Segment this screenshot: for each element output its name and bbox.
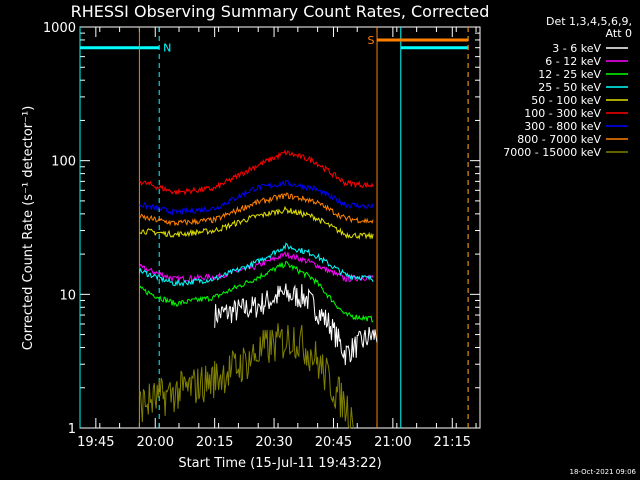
legend-label: 3 - 6 keV bbox=[552, 42, 601, 55]
y-tick-label: 1 bbox=[68, 422, 76, 437]
series-line bbox=[138, 192, 374, 227]
x-tick-label: 20:30 bbox=[255, 435, 292, 450]
series-line bbox=[139, 149, 374, 196]
chart-title: RHESSI Observing Summary Count Rates, Co… bbox=[71, 2, 490, 21]
x-tick-label: 21:00 bbox=[374, 435, 411, 450]
series-line bbox=[139, 205, 374, 240]
x-tick-label: 20:15 bbox=[196, 435, 233, 450]
series-line bbox=[214, 283, 378, 366]
legend-label: 100 - 300 keV bbox=[524, 107, 601, 120]
y-axis-label: Corrected Count Rate (s⁻¹ detector⁻¹) bbox=[21, 106, 36, 351]
y-tick-label: 1000 bbox=[43, 21, 76, 36]
x-tick-label: 19:45 bbox=[77, 435, 114, 450]
plot-frame bbox=[79, 26, 481, 429]
series-lines bbox=[138, 149, 378, 429]
night-label: N bbox=[163, 42, 171, 55]
y-tick-label: 10 bbox=[59, 288, 76, 303]
legend-label: 25 - 50 keV bbox=[538, 81, 601, 94]
legend-label: 300 - 800 keV bbox=[524, 120, 601, 133]
x-tick-label: 21:15 bbox=[434, 435, 471, 450]
x-axis-label: Start Time (15-Jul-11 19:43:22) bbox=[178, 456, 381, 471]
series-line bbox=[138, 323, 354, 429]
legend-label: 6 - 12 keV bbox=[545, 55, 601, 68]
legend-label: 800 - 7000 keV bbox=[517, 133, 601, 146]
saa-label: S bbox=[368, 34, 375, 47]
axis-ticks: 1 10 100 1000 19:45 20:00 20:15 20:30 20:45 21:00… bbox=[43, 21, 480, 450]
footer-date: 18-Oct-2021 09:06 bbox=[570, 468, 637, 476]
legend-label: 50 - 100 keV bbox=[531, 94, 601, 107]
detector-info: Det 1,3,4,5,6,9, Att 0 bbox=[546, 15, 632, 40]
y-tick-label: 100 bbox=[51, 155, 76, 170]
detector-info-line-1: Det 1,3,4,5,6,9, bbox=[546, 15, 632, 28]
detector-info-line-2: Att 0 bbox=[606, 27, 632, 40]
series-line bbox=[138, 251, 374, 283]
annotations: NS bbox=[79, 27, 469, 428]
series-line bbox=[139, 179, 374, 216]
x-tick-label: 20:00 bbox=[137, 435, 174, 450]
legend-label: 7000 - 15000 keV bbox=[503, 146, 601, 159]
x-tick-label: 20:45 bbox=[315, 435, 352, 450]
series-line bbox=[138, 260, 374, 323]
series-line bbox=[138, 242, 374, 288]
legend-label: 12 - 25 keV bbox=[538, 68, 601, 81]
